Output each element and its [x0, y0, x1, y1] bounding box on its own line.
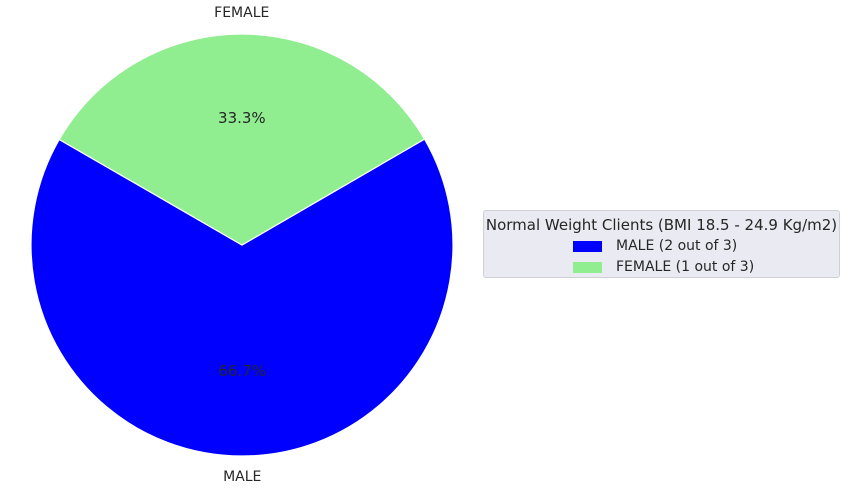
- slice-pct-female: 33.3%: [218, 109, 266, 127]
- legend-entry-female: FEMALE (1 out of 3): [573, 258, 754, 276]
- legend-label-male: MALE (2 out of 3): [616, 238, 738, 254]
- slice-label-male: MALE: [223, 469, 261, 485]
- legend-entry-male: MALE (2 out of 3): [573, 237, 737, 255]
- legend-label-female: FEMALE (1 out of 3): [616, 259, 755, 275]
- legend-swatch-female: [573, 261, 602, 273]
- pie-slice-male: [30, 138, 454, 457]
- legend-swatch-male: [573, 240, 602, 252]
- slice-pct-male: 66.7%: [218, 362, 266, 380]
- pie-slice-female: [58, 33, 426, 246]
- legend-title: Normal Weight Clients (BMI 18.5 - 24.9 K…: [485, 216, 838, 234]
- legend: Normal Weight Clients (BMI 18.5 - 24.9 K…: [483, 210, 840, 278]
- slice-label-female: FEMALE: [214, 5, 269, 21]
